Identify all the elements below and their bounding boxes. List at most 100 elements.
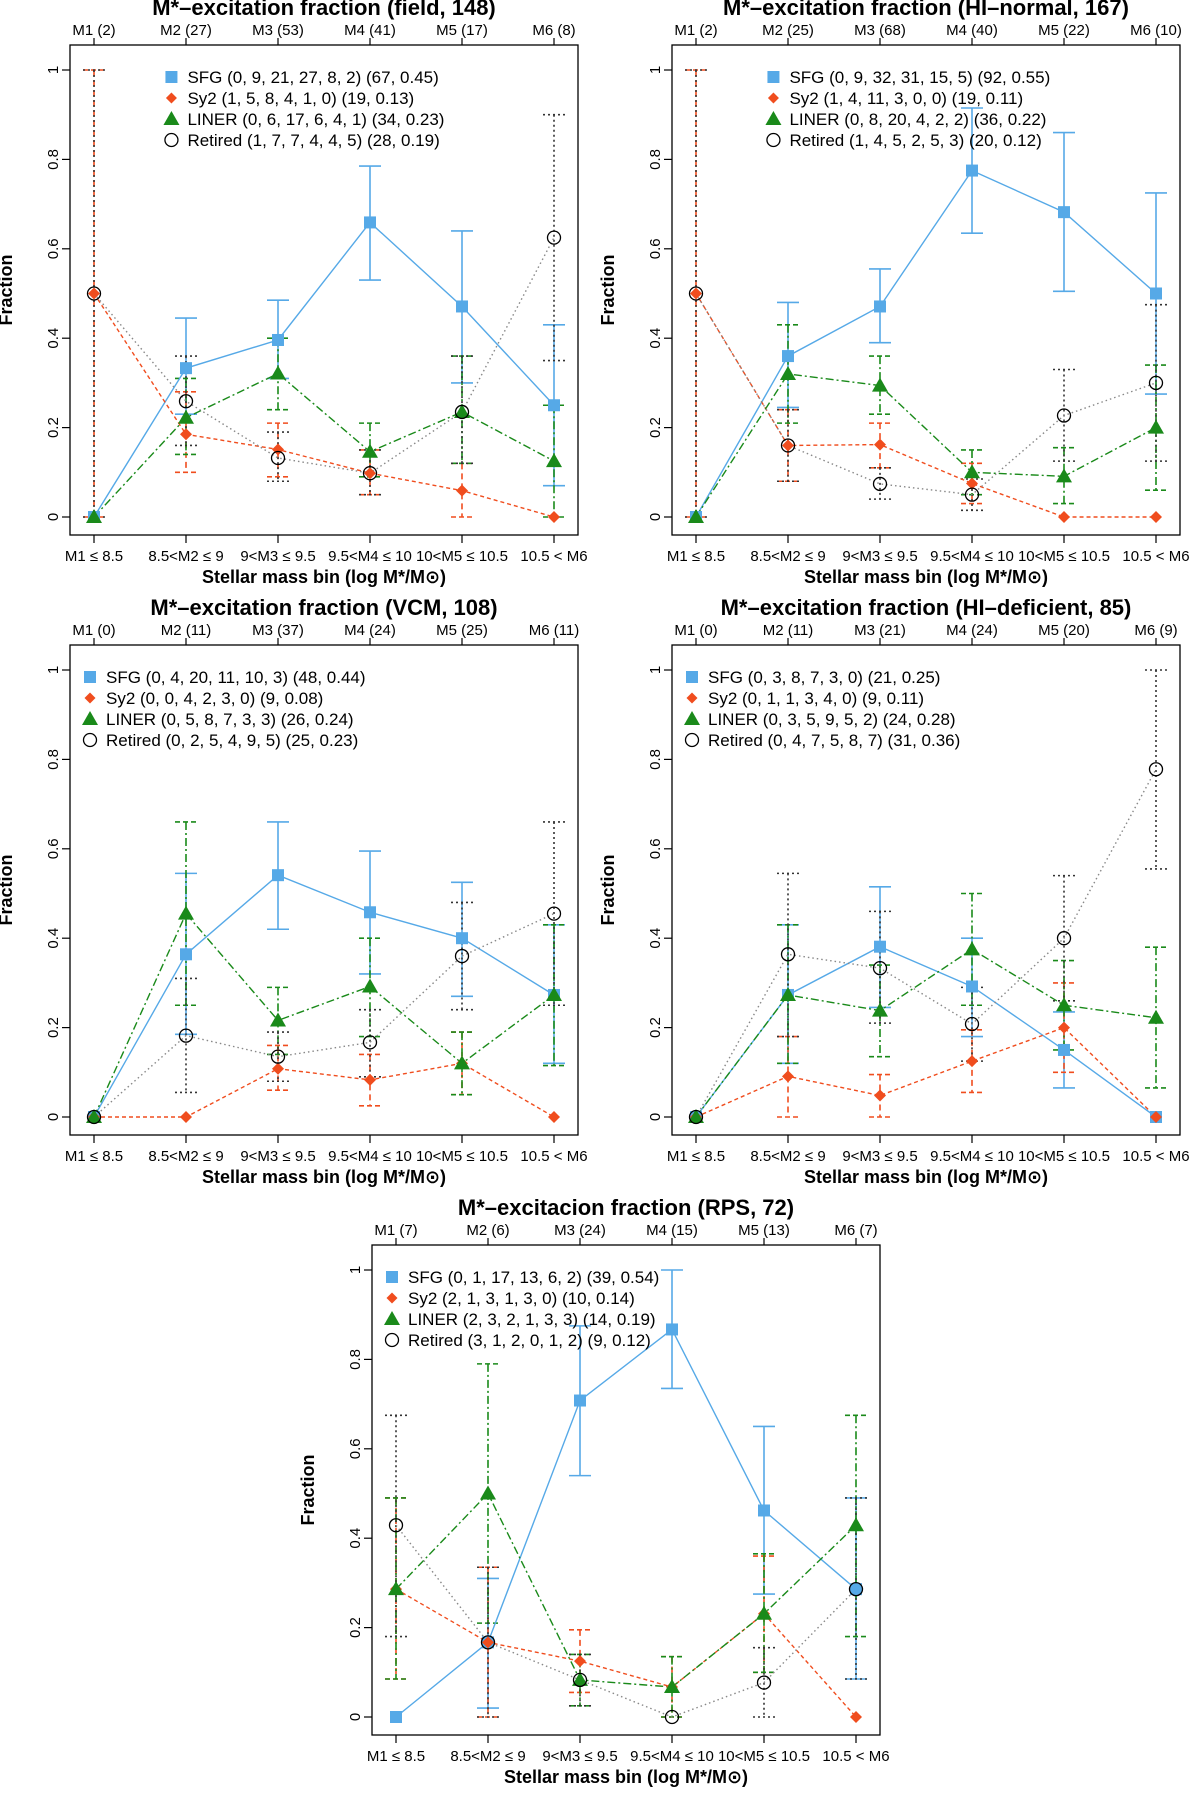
panel-5-legend-retired-marker bbox=[384, 1332, 400, 1348]
panel-5-legend-sy2-marker bbox=[386, 1292, 398, 1304]
panel-3-xtick-label-1: M1 ≤ 8.5 bbox=[65, 1148, 123, 1165]
panel-4-xtick-label-3: 9<M3 ≤ 9.5 bbox=[842, 1148, 917, 1165]
panel-1-liner-line bbox=[93, 372, 555, 518]
panel-1-retired-point-5 bbox=[454, 404, 470, 420]
panel-5-liner-point-1 bbox=[388, 1581, 404, 1596]
panel-1-toptick-label-3: M3 (53) bbox=[252, 22, 304, 39]
panel-2-ytick-label: 0.8 bbox=[647, 149, 664, 170]
panel-2-toptick-label-1: M1 (2) bbox=[674, 22, 717, 39]
panel-1-sy2-point-2 bbox=[180, 428, 192, 441]
panel-3-toptick-label-3: M3 (37) bbox=[252, 622, 304, 639]
panel-2-toptick-label-2: M2 (25) bbox=[762, 22, 814, 39]
panel-1-liner-point-5 bbox=[454, 403, 470, 418]
panel-1-xtick-label-1: M1 ≤ 8.5 bbox=[65, 548, 123, 565]
panel-2-frame bbox=[671, 44, 1181, 536]
panel-5-toptick-label-1: M1 (7) bbox=[374, 1222, 417, 1239]
panel-4-legend-sfg-label: SFG (0, 3, 8, 7, 3, 0) (21, 0.25) bbox=[708, 668, 940, 687]
panel-2-sy2-line bbox=[695, 293, 1156, 518]
panel-4-toptick-label-3: M3 (21) bbox=[854, 622, 906, 639]
panel-1-toptick-label-4: M4 (41) bbox=[344, 22, 396, 39]
panel-3-legend-sy2-marker bbox=[84, 692, 96, 704]
panel-5-xtick-label-4: 9.5<M4 ≤ 10 bbox=[630, 1748, 714, 1765]
panel-4-retired-point-3 bbox=[872, 960, 888, 976]
panel-3-sy2-point-2 bbox=[180, 1111, 192, 1123]
panel-5-retired-point-2 bbox=[480, 1635, 496, 1650]
panel-4-toptick-label-6: M6 (9) bbox=[1134, 622, 1177, 639]
panel-4-legend-sfg-marker bbox=[686, 671, 698, 683]
panel-5-ytick-label: 1 bbox=[347, 1266, 364, 1274]
panel-5-sfg-point-6 bbox=[850, 1583, 862, 1596]
panel-2-liner-point-5 bbox=[1056, 468, 1072, 483]
panel-1-legend-retired-label: Retired (1, 7, 7, 4, 4, 5) (28, 0.19) bbox=[187, 131, 439, 150]
panel-3-legend-sfg-marker bbox=[84, 671, 96, 683]
panel-3-retired-point-6 bbox=[546, 906, 562, 921]
panel-2-legend-liner-label: LINER (0, 8, 20, 4, 2, 2) (36, 0.22) bbox=[789, 110, 1046, 129]
panel-4-retired-point-5 bbox=[1056, 931, 1072, 946]
panel-1-legend-liner-marker bbox=[163, 111, 180, 125]
panel-1-toptick-label-2: M2 (27) bbox=[160, 22, 212, 39]
panel-2-toptick-label-6: M6 (10) bbox=[1130, 22, 1182, 39]
panel-4-retired-point-6 bbox=[1148, 762, 1164, 777]
panel-3-sfg-point-2 bbox=[180, 948, 192, 961]
panel-4-xlabel: Stellar mass bin (log M*/M⊙) bbox=[804, 1167, 1048, 1187]
panel-4-toptick-label-4: M4 (24) bbox=[946, 622, 998, 639]
panel-1-retired-point-2 bbox=[178, 394, 194, 409]
panel-4-xtick-label-2: 8.5<M2 ≤ 9 bbox=[750, 1148, 825, 1165]
panel-3-retired-point-1 bbox=[86, 1109, 102, 1125]
panel-4-liner-point-2 bbox=[780, 986, 796, 1001]
panel-4-retired-point-2 bbox=[780, 947, 796, 962]
chart-panel-5: M*–excitacion fraction (RPS, 72) 0 0.2 0.4 0… bbox=[298, 1195, 890, 1787]
panel-1-frame bbox=[69, 44, 579, 536]
panel-1-ylabel: Fraction bbox=[0, 254, 16, 325]
panel-3-ytick-label: 0.4 bbox=[45, 928, 62, 949]
panel-5-legend-sfg-marker bbox=[386, 1271, 398, 1283]
panel-2-legend-sy2-marker bbox=[767, 92, 779, 104]
panel-3-xtick-label-2: 8.5<M2 ≤ 9 bbox=[148, 1148, 223, 1165]
panel-1-xtick-label-5: 10<M5 ≤ 10.5 bbox=[416, 548, 508, 565]
panel-3-sfg-point-4 bbox=[364, 906, 376, 919]
panel-3-ylabel: Fraction bbox=[0, 854, 16, 925]
panel-1-liner-point-6 bbox=[546, 453, 562, 468]
panel-3-liner-point-2 bbox=[178, 905, 194, 920]
panel-1-ytick-label: 0.6 bbox=[45, 238, 62, 259]
panel-3-ytick-label: 1 bbox=[45, 666, 62, 674]
panel-4-legend-sy2-marker bbox=[686, 692, 698, 704]
panel-4-ylabel: Fraction bbox=[598, 854, 618, 925]
panel-3-sy2-line bbox=[94, 1062, 555, 1118]
panel-3-legend-retired-marker bbox=[82, 732, 98, 748]
chart-panel-2: M*–excitation fraction (HI–normal, 167) 0… bbox=[598, 0, 1190, 587]
panel-3-legend-sfg-label: SFG (0, 4, 20, 11, 10, 3) (48, 0.44) bbox=[106, 668, 366, 687]
panel-4-toptick-label-1: M1 (0) bbox=[674, 622, 717, 639]
panel-5-retired-line bbox=[395, 1524, 857, 1718]
panel-4-xtick-label-1: M1 ≤ 8.5 bbox=[667, 1148, 725, 1165]
panel-4-legend-sy2-label: Sy2 (0, 1, 1, 3, 4, 0) (9, 0.11) bbox=[708, 689, 924, 708]
panel-4-legend-liner-marker bbox=[684, 711, 700, 725]
panel-4-liner-point-3 bbox=[872, 1002, 888, 1017]
panel-5-liner-point-2 bbox=[480, 1485, 496, 1500]
panel-2-xtick-label-4: 9.5<M4 ≤ 10 bbox=[930, 548, 1014, 565]
panel-2-retired-point-6 bbox=[1148, 375, 1164, 391]
panel-3-sfg-point-3 bbox=[272, 869, 284, 882]
panel-1-sy2-line bbox=[93, 293, 555, 518]
panel-1-retired-point-4 bbox=[362, 466, 378, 481]
panel-1-sfg-point-2 bbox=[180, 362, 192, 375]
panel-3-liner-point-6 bbox=[546, 986, 562, 1001]
panel-5-retired-point-5 bbox=[756, 1675, 772, 1690]
panel-5-title: M*–excitacion fraction (RPS, 72) bbox=[458, 1195, 794, 1220]
panel-5-ytick-label: 0.6 bbox=[347, 1438, 364, 1459]
panel-1-xlabel: Stellar mass bin (log M*/M⊙) bbox=[202, 567, 446, 587]
panel-2-legend-sy2-label: Sy2 (1, 4, 11, 3, 0, 0) (19, 0.11) bbox=[789, 89, 1023, 108]
panel-1-sfg-point-6 bbox=[548, 399, 560, 412]
panel-2-liner-point-1 bbox=[688, 509, 704, 523]
panel-3-ytick-label: 0.2 bbox=[45, 1017, 62, 1038]
panel-2-sfg-point-2 bbox=[782, 350, 794, 363]
panel-5-ytick-label: 0.2 bbox=[347, 1617, 364, 1638]
panel-3-sy2-point-3 bbox=[272, 1062, 284, 1075]
panel-5-toptick-label-3: M3 (24) bbox=[554, 1222, 606, 1239]
panel-2-legend-retired-marker bbox=[766, 132, 781, 148]
panel-1-sy2-point-1 bbox=[88, 287, 100, 300]
panel-4-legend-retired-marker bbox=[684, 732, 700, 748]
panel-4-sy2-point-3 bbox=[874, 1089, 886, 1102]
panel-5-retired-point-1 bbox=[388, 1518, 404, 1533]
